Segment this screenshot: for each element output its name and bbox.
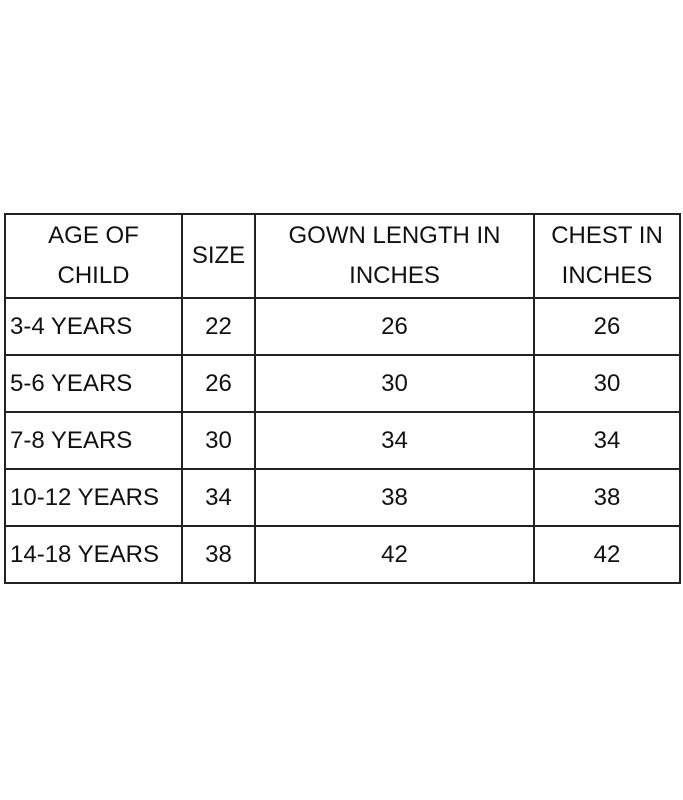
cell-chest: 34 [533,411,681,470]
header-gown-line2: INCHES [349,262,440,289]
cell-chest: 42 [533,525,681,584]
header-age-line2: CHILD [57,262,130,289]
cell-size: 34 [181,468,256,527]
header-age-line1: AGE OF [48,222,139,249]
cell-age: 5-6 YEARS [4,354,183,413]
cell-size: 38 [181,525,256,584]
cell-age: 14-18 YEARS [4,525,183,584]
header-chest: CHEST IN INCHES [533,213,681,299]
cell-size: 22 [181,297,256,356]
cell-age: 7-8 YEARS [4,411,183,470]
cell-chest: 30 [533,354,681,413]
header-size: SIZE [181,213,256,299]
header-age: AGE OF CHILD [4,213,183,299]
table-row: 7-8 YEARS 30 34 34 [4,411,681,470]
header-chest-line1: CHEST IN [551,222,663,249]
cell-size: 26 [181,354,256,413]
cell-age: 3-4 YEARS [4,297,183,356]
header-gown-line1: GOWN LENGTH IN [288,222,501,249]
cell-age: 10-12 YEARS [4,468,183,527]
cell-gown-length: 34 [254,411,535,470]
cell-chest: 26 [533,297,681,356]
cell-gown-length: 42 [254,525,535,584]
header-size-label: SIZE [191,242,246,269]
cell-size: 30 [181,411,256,470]
table-row: 5-6 YEARS 26 30 30 [4,354,681,413]
table-row: 3-4 YEARS 22 26 26 [4,297,681,356]
table-row: 10-12 YEARS 34 38 38 [4,468,681,527]
cell-chest: 38 [533,468,681,527]
cell-gown-length: 38 [254,468,535,527]
header-chest-line2: INCHES [561,262,653,289]
cell-gown-length: 26 [254,297,535,356]
table-row: 14-18 YEARS 38 42 42 [4,525,681,584]
header-row: AGE OF CHILD SIZE GOWN LENGTH IN INCHES CH… [4,213,681,299]
cell-gown-length: 30 [254,354,535,413]
header-gown-length: GOWN LENGTH IN INCHES [254,213,535,299]
size-chart-table: AGE OF CHILD SIZE GOWN LENGTH IN INCHES CH… [4,213,681,584]
